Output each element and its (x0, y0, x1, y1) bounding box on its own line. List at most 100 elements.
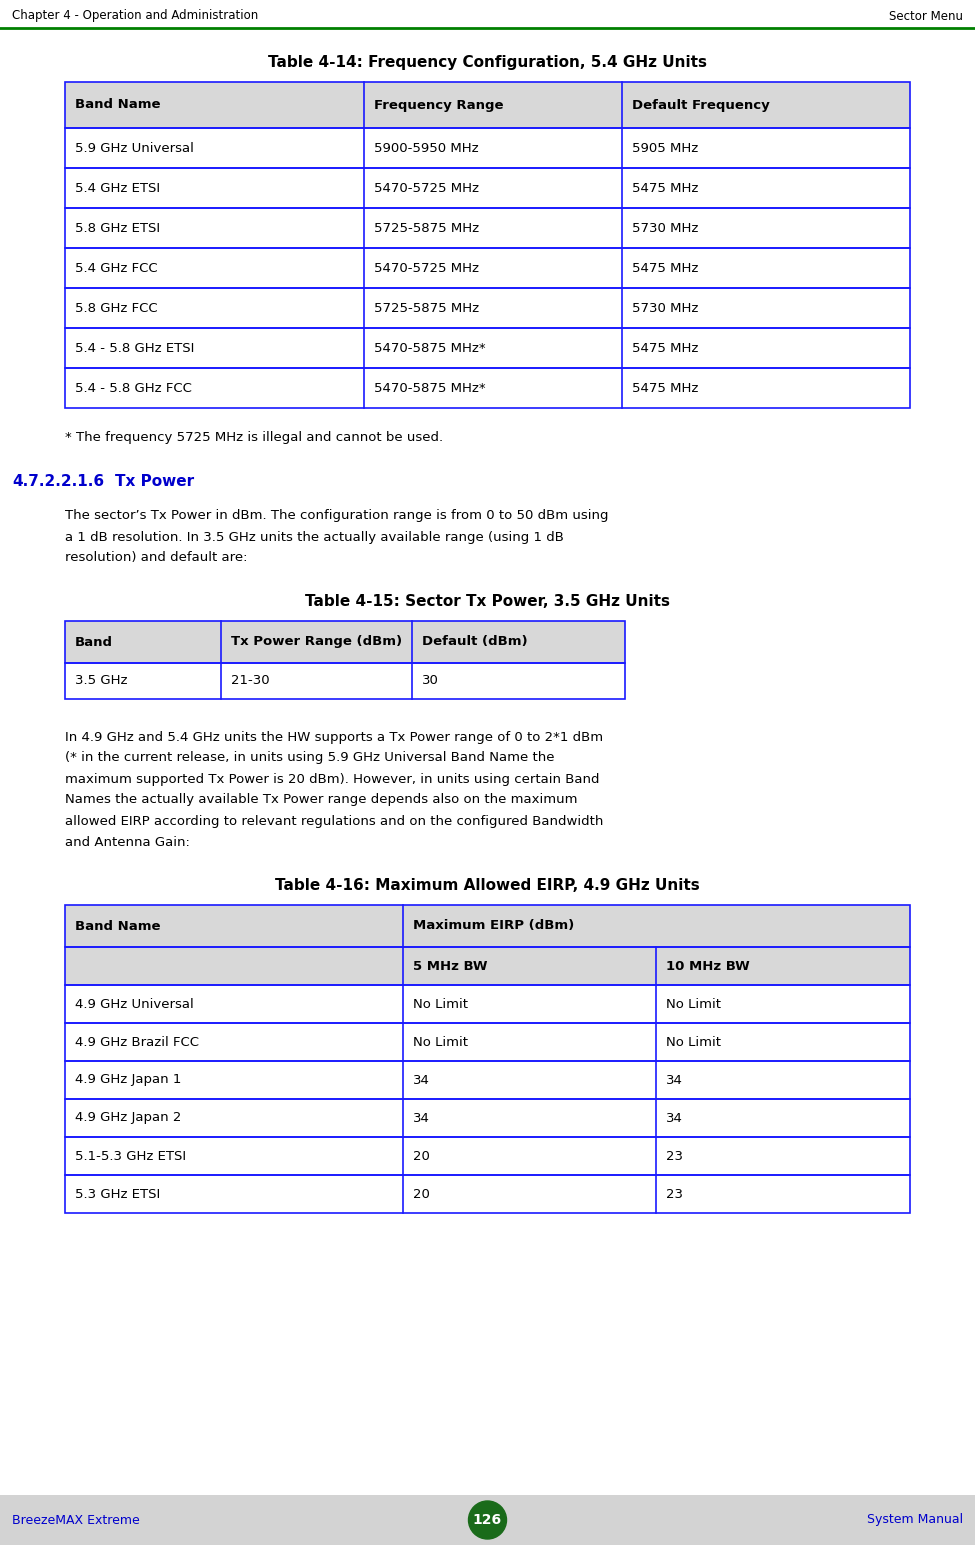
Bar (65, 328, 910, 368)
Text: 5725-5875 MHz: 5725-5875 MHz (374, 221, 479, 235)
Bar (65, 905, 910, 947)
Bar (65, 128, 910, 168)
Bar (65, 249, 910, 287)
Text: 20: 20 (413, 1149, 430, 1162)
Text: Default (dBm): Default (dBm) (422, 635, 527, 649)
Bar (65, 1098, 910, 1137)
Text: 5475 MHz: 5475 MHz (632, 341, 698, 354)
Bar (65, 168, 910, 209)
Text: Band: Band (75, 635, 113, 649)
Text: 5900-5950 MHz: 5900-5950 MHz (374, 142, 479, 154)
Bar (65, 1137, 910, 1176)
Bar (65, 905, 910, 947)
Text: 30: 30 (422, 675, 439, 688)
Text: No Limit: No Limit (413, 998, 468, 1010)
Text: 5.4 GHz FCC: 5.4 GHz FCC (75, 261, 158, 275)
Bar (65, 209, 910, 249)
Bar (65, 1098, 910, 1137)
Text: 34: 34 (413, 1111, 430, 1125)
Text: resolution) and default are:: resolution) and default are: (65, 552, 248, 564)
Bar (65, 947, 910, 986)
Bar (65, 1023, 910, 1061)
Text: 23: 23 (666, 1149, 683, 1162)
Text: (* in the current release, in units using 5.9 GHz Universal Band Name the: (* in the current release, in units usin… (65, 751, 555, 765)
Text: 4.7.2.2.1.6: 4.7.2.2.1.6 (12, 474, 104, 490)
Bar (65, 82, 910, 128)
Text: Table 4-15: Sector Tx Power, 3.5 GHz Units: Table 4-15: Sector Tx Power, 3.5 GHz Uni… (305, 593, 670, 609)
Bar (65, 168, 910, 209)
Text: 5.9 GHz Universal: 5.9 GHz Universal (75, 142, 194, 154)
Text: 5475 MHz: 5475 MHz (632, 181, 698, 195)
Text: 5.8 GHz ETSI: 5.8 GHz ETSI (75, 221, 160, 235)
Text: 5475 MHz: 5475 MHz (632, 261, 698, 275)
Text: Table 4-14: Frequency Configuration, 5.4 GHz Units: Table 4-14: Frequency Configuration, 5.4… (268, 54, 707, 70)
Text: 5905 MHz: 5905 MHz (632, 142, 698, 154)
Text: 34: 34 (666, 1111, 682, 1125)
Text: Tx Power: Tx Power (115, 474, 194, 490)
Text: Names the actually available Tx Power range depends also on the maximum: Names the actually available Tx Power ra… (65, 794, 577, 806)
Text: 20: 20 (413, 1188, 430, 1200)
Text: 10 MHz BW: 10 MHz BW (666, 959, 750, 972)
Text: and Antenna Gain:: and Antenna Gain: (65, 836, 190, 848)
Bar (65, 986, 910, 1023)
Text: 4.9 GHz Japan 2: 4.9 GHz Japan 2 (75, 1111, 181, 1125)
Text: 5.3 GHz ETSI: 5.3 GHz ETSI (75, 1188, 160, 1200)
Text: 5470-5725 MHz: 5470-5725 MHz (374, 181, 479, 195)
Bar (65, 368, 910, 408)
Text: 126: 126 (473, 1513, 502, 1526)
Text: Band Name: Band Name (75, 919, 161, 933)
Bar (65, 209, 910, 249)
Text: 5730 MHz: 5730 MHz (632, 301, 698, 315)
Bar (0, 1496, 975, 1545)
Text: No Limit: No Limit (413, 1035, 468, 1049)
Text: 5.4 - 5.8 GHz FCC: 5.4 - 5.8 GHz FCC (75, 382, 192, 394)
Text: 4.9 GHz Universal: 4.9 GHz Universal (75, 998, 194, 1010)
Text: No Limit: No Limit (666, 998, 721, 1010)
Text: In 4.9 GHz and 5.4 GHz units the HW supports a Tx Power range of 0 to 2*1 dBm: In 4.9 GHz and 5.4 GHz units the HW supp… (65, 731, 604, 743)
Text: a 1 dB resolution. In 3.5 GHz units the actually available range (using 1 dB: a 1 dB resolution. In 3.5 GHz units the … (65, 530, 564, 544)
Text: Tx Power Range (dBm): Tx Power Range (dBm) (231, 635, 402, 649)
Text: 5475 MHz: 5475 MHz (632, 382, 698, 394)
Bar (65, 1176, 910, 1213)
Text: 21-30: 21-30 (231, 675, 270, 688)
Bar (65, 663, 625, 698)
Bar (65, 82, 910, 128)
Text: 5.4 - 5.8 GHz ETSI: 5.4 - 5.8 GHz ETSI (75, 341, 194, 354)
Bar (65, 287, 910, 328)
Bar (65, 249, 910, 287)
Text: 5.8 GHz FCC: 5.8 GHz FCC (75, 301, 158, 315)
Bar (65, 663, 625, 698)
Text: 34: 34 (666, 1074, 682, 1086)
Text: Chapter 4 - Operation and Administration: Chapter 4 - Operation and Administration (12, 9, 258, 23)
Text: BreezeMAX Extreme: BreezeMAX Extreme (12, 1514, 139, 1526)
Text: 5730 MHz: 5730 MHz (632, 221, 698, 235)
Text: 5 MHz BW: 5 MHz BW (413, 959, 488, 972)
Text: 5470-5875 MHz*: 5470-5875 MHz* (374, 382, 486, 394)
Text: Frequency Range: Frequency Range (374, 99, 503, 111)
Bar (65, 1061, 910, 1098)
Bar (65, 1023, 910, 1061)
Bar (65, 1176, 910, 1213)
Bar (65, 128, 910, 168)
Text: No Limit: No Limit (666, 1035, 721, 1049)
Text: 5.1-5.3 GHz ETSI: 5.1-5.3 GHz ETSI (75, 1149, 186, 1162)
Text: 5.4 GHz ETSI: 5.4 GHz ETSI (75, 181, 160, 195)
Text: 5470-5875 MHz*: 5470-5875 MHz* (374, 341, 486, 354)
Bar (65, 621, 625, 663)
Bar (65, 621, 625, 663)
Text: 5725-5875 MHz: 5725-5875 MHz (374, 301, 479, 315)
Text: 5470-5725 MHz: 5470-5725 MHz (374, 261, 479, 275)
Text: 4.9 GHz Brazil FCC: 4.9 GHz Brazil FCC (75, 1035, 199, 1049)
Bar (65, 1137, 910, 1176)
Bar (65, 328, 910, 368)
Bar (65, 986, 910, 1023)
Bar (65, 368, 910, 408)
Text: * The frequency 5725 MHz is illegal and cannot be used.: * The frequency 5725 MHz is illegal and … (65, 431, 443, 445)
Text: allowed EIRP according to relevant regulations and on the configured Bandwidth: allowed EIRP according to relevant regul… (65, 814, 604, 828)
Text: 34: 34 (413, 1074, 430, 1086)
Text: Table 4-16: Maximum Allowed EIRP, 4.9 GHz Units: Table 4-16: Maximum Allowed EIRP, 4.9 GH… (275, 878, 700, 893)
Bar (65, 1061, 910, 1098)
Text: Default Frequency: Default Frequency (632, 99, 769, 111)
Text: maximum supported Tx Power is 20 dBm). However, in units using certain Band: maximum supported Tx Power is 20 dBm). H… (65, 772, 600, 785)
Text: System Manual: System Manual (867, 1514, 963, 1526)
